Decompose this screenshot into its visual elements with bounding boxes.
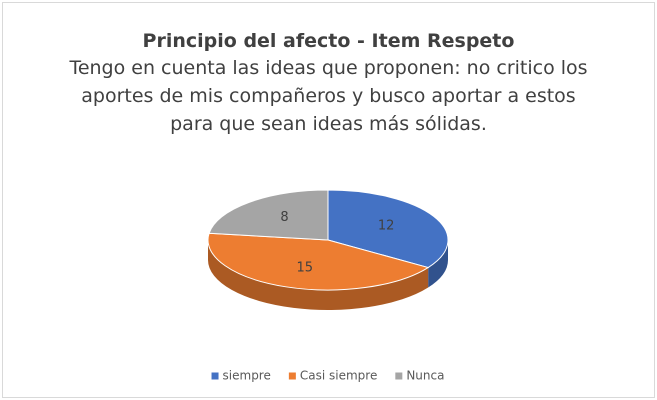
chart-title: Principio del afecto - Item Respeto <box>142 30 515 52</box>
legend-swatch <box>288 372 296 380</box>
pie-slice-side <box>428 240 448 288</box>
legend-swatch <box>211 372 219 380</box>
legend-swatch <box>395 372 403 380</box>
pie-slice <box>207 232 430 291</box>
legend-label: siempre <box>223 369 271 383</box>
pie-slice-side <box>208 240 429 310</box>
legend-label: Nunca <box>406 369 444 383</box>
pie-slice <box>208 189 329 241</box>
chart-subtitle: Tengo en cuenta las ideas que proponen: … <box>69 57 588 135</box>
data-label: 12 <box>378 218 395 233</box>
data-label: 15 <box>297 261 314 276</box>
data-label: 8 <box>280 210 288 225</box>
legend-label: Casi siempre <box>300 369 377 383</box>
titles: Principio del afecto - Item Respeto Teng… <box>60 28 597 138</box>
